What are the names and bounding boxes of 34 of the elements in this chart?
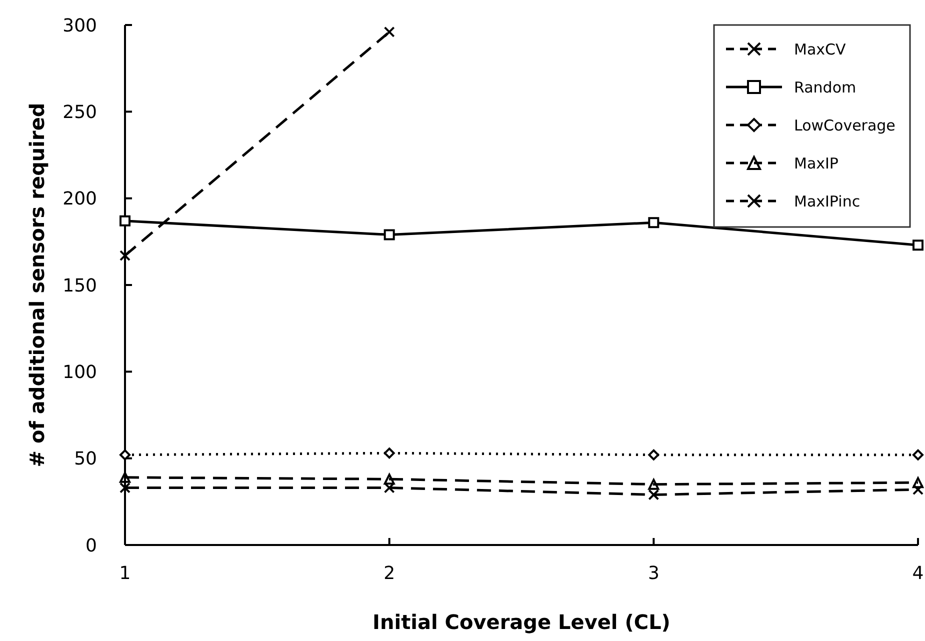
x-tick-label: 1 [119, 563, 131, 584]
point [912, 477, 924, 488]
y-tick-label: 150 [62, 275, 97, 296]
legend-label: MaxCV [794, 40, 846, 58]
point [384, 26, 395, 38]
y-tick-label: 0 [86, 535, 97, 556]
y-tick-label: 300 [62, 15, 97, 36]
x-axis-title: Initial Coverage Level (CL) [372, 610, 670, 634]
point [120, 215, 130, 226]
point [120, 250, 130, 262]
y-axis-title: # of additional sensors required [25, 102, 49, 468]
point [648, 217, 660, 228]
y-tick-label: 200 [62, 188, 97, 210]
legend-label: MaxIP [794, 154, 838, 172]
point [120, 472, 130, 483]
x-tick-label: 3 [648, 563, 660, 584]
point [912, 449, 924, 460]
x-tick-label: 4 [912, 563, 924, 584]
point [384, 448, 395, 459]
legend-label: Random [794, 78, 856, 96]
point [912, 240, 924, 251]
point [648, 489, 660, 500]
point [648, 449, 660, 460]
point [648, 478, 660, 490]
y-tick-label: 50 [74, 448, 97, 470]
point [384, 229, 395, 240]
x-tick-label: 2 [384, 563, 396, 584]
y-tick-label: 100 [62, 362, 97, 383]
legend-label: MaxIPinc [794, 192, 860, 210]
point [384, 474, 395, 485]
y-tick-label: 250 [62, 102, 97, 123]
legend-label: LowCoverage [794, 116, 896, 134]
point [120, 482, 130, 494]
point [120, 449, 130, 460]
